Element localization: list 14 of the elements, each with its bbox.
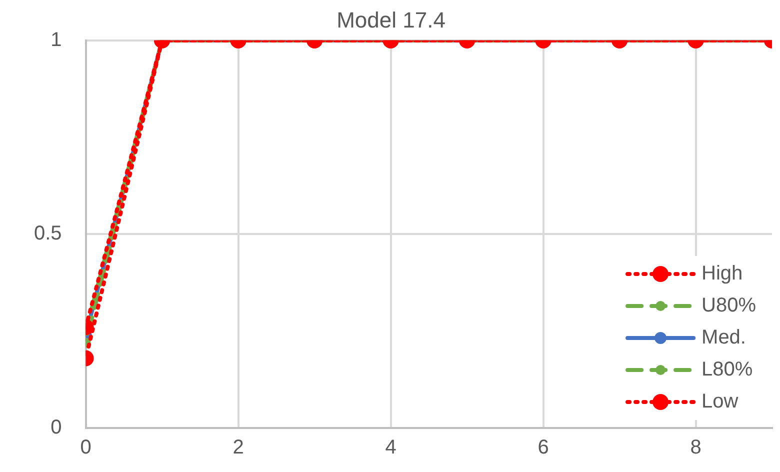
legend-label: L80% bbox=[702, 358, 753, 381]
x-tick-label: 0 bbox=[80, 436, 92, 459]
y-tick-label: 0 bbox=[50, 416, 62, 439]
x-tick-label: 6 bbox=[538, 436, 549, 459]
legend-label: High bbox=[702, 262, 743, 285]
legend-label: Low bbox=[702, 390, 739, 413]
legend-label: Med. bbox=[702, 326, 746, 349]
legend-label: U80% bbox=[702, 294, 756, 317]
y-tick-label: 0.5 bbox=[34, 222, 62, 245]
x-tick-label: 2 bbox=[232, 436, 244, 459]
x-tick-label: 8 bbox=[690, 436, 702, 459]
y-tick-label: 1 bbox=[50, 28, 62, 51]
chart-title: Model 17.4 bbox=[336, 7, 446, 32]
x-tick-label: 4 bbox=[385, 436, 396, 459]
